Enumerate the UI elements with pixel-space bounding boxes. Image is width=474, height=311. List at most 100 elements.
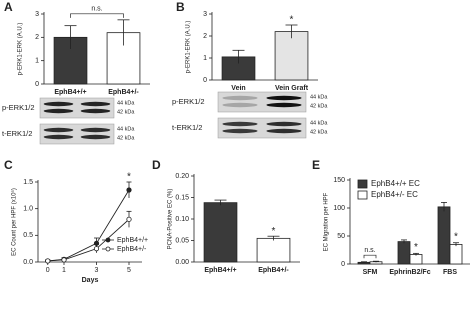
blot-marker: 44 kDa xyxy=(310,94,328,100)
x-tick-label: Vein xyxy=(231,85,245,92)
y-tick-label: 0.15 xyxy=(175,194,189,201)
y-axis-label: p-ERK1-ERK (A.U.) xyxy=(186,21,192,74)
annotation: * xyxy=(454,231,458,242)
annotation: * xyxy=(272,226,276,237)
x-tick-label: FBS xyxy=(443,269,457,276)
bar xyxy=(437,206,451,265)
x-tick-label: EphrinB2/Fc xyxy=(389,269,430,276)
blot-band xyxy=(43,127,74,133)
blot-row-label: p-ERK1/2 xyxy=(2,103,35,112)
blot-band xyxy=(80,127,111,133)
y-tick-label: 0.0 xyxy=(23,259,33,266)
panel-letter: E xyxy=(312,158,320,172)
blot-band xyxy=(43,101,74,107)
bar xyxy=(203,202,238,263)
point xyxy=(126,216,132,222)
y-tick-label: 0 xyxy=(203,77,207,84)
panel-letter: A xyxy=(4,0,13,14)
panel-letter: B xyxy=(176,0,185,14)
legend-label: EphB4+/+ xyxy=(117,237,148,244)
blot-marker: 42 kDa xyxy=(117,109,135,115)
bar xyxy=(256,237,291,263)
bar xyxy=(409,254,423,265)
y-tick-label: 0.00 xyxy=(175,259,189,266)
y-tick-label: 2 xyxy=(35,34,39,41)
bar xyxy=(274,31,309,81)
y-tick-label: 0 xyxy=(35,81,39,88)
blot-band xyxy=(80,108,111,114)
y-tick-label: 0.20 xyxy=(175,173,189,180)
y-tick-label: 1 xyxy=(203,55,207,62)
x-axis-label: Days xyxy=(82,277,99,284)
y-tick-label: 150 xyxy=(333,177,345,184)
blot-strip xyxy=(39,97,115,119)
series-line xyxy=(47,218,130,262)
legend-label: EphB4+/- EC xyxy=(371,190,418,199)
y-tick-label: 0.10 xyxy=(175,216,189,223)
blot-strip xyxy=(39,123,115,145)
x-tick-label: 1 xyxy=(62,267,66,274)
x-tick-label: 3 xyxy=(95,267,99,274)
blot-band xyxy=(222,128,258,134)
legend-label: EphB4+/- xyxy=(117,246,147,253)
blot-marker: 44 kDa xyxy=(117,100,135,106)
y-tick-label: 1.5 xyxy=(23,179,33,186)
y-tick-label: 1 xyxy=(35,58,39,65)
annotation: n.s. xyxy=(91,6,102,13)
blot-band xyxy=(266,95,302,101)
blot-strip xyxy=(217,91,307,113)
blot-row-label: t-ERK1/2 xyxy=(2,129,32,138)
legend-swatch xyxy=(357,179,368,189)
blot-row-label: p-ERK1/2 xyxy=(172,97,205,106)
x-tick-label: 0 xyxy=(46,267,50,274)
blot-band xyxy=(43,108,74,114)
blot-marker: 44 kDa xyxy=(310,120,328,126)
x-tick-label: EphB4+/+ xyxy=(204,267,236,274)
annotation: * xyxy=(290,15,294,26)
y-axis-label: PCNA-Positive EC (%) xyxy=(168,189,174,250)
y-tick-label: 50 xyxy=(337,233,345,240)
x-tick-label: EphB4+/+ xyxy=(54,89,86,96)
x-tick-label: EphB4+/- xyxy=(258,267,289,274)
blot-marker: 44 kDa xyxy=(117,126,135,132)
panel-letter: C xyxy=(4,158,13,172)
y-tick-label: 0.5 xyxy=(23,232,33,239)
legend-swatch xyxy=(357,190,368,200)
y-tick-label: 100 xyxy=(333,205,345,212)
x-tick-label: 5 xyxy=(127,267,131,274)
point xyxy=(93,246,100,252)
point xyxy=(126,187,132,193)
blot-band xyxy=(222,95,258,101)
y-axis-label: EC Migration per HPF xyxy=(324,192,330,251)
annotation: * xyxy=(127,172,131,183)
y-tick-label: 3 xyxy=(35,11,39,18)
bar xyxy=(397,241,411,265)
y-tick-label: 0.05 xyxy=(175,237,189,244)
y-tick-label: 3 xyxy=(203,11,207,18)
blot-marker: 42 kDa xyxy=(310,103,328,109)
x-tick-label: EphB4+/- xyxy=(108,89,139,96)
panel-letter: D xyxy=(152,158,161,172)
x-tick-label: Vein Graft xyxy=(275,85,309,92)
y-axis-label: p-ERK1-ERK (A.U.) xyxy=(18,23,24,76)
blot-strip xyxy=(217,117,307,139)
blot-band xyxy=(43,134,74,140)
y-tick-label: 0 xyxy=(341,261,345,268)
blot-band xyxy=(266,121,302,127)
annotation: n.s. xyxy=(364,247,375,254)
blot-band xyxy=(222,121,258,127)
legend-marker xyxy=(105,246,111,252)
blot-band xyxy=(266,128,302,134)
x-tick-label: SFM xyxy=(363,269,378,276)
bar xyxy=(449,243,463,265)
blot-marker: 42 kDa xyxy=(117,135,135,141)
y-tick-label: 1.0 xyxy=(23,206,33,213)
point xyxy=(45,258,51,264)
legend-label: EphB4+/+ EC xyxy=(371,179,420,188)
y-axis-label: EC Count per HPF (x10⁵) xyxy=(11,188,18,256)
significance-bracket xyxy=(363,254,377,259)
y-tick-label: 2 xyxy=(203,33,207,40)
blot-band xyxy=(80,101,111,107)
blot-band xyxy=(80,134,111,140)
blot-band xyxy=(222,102,258,108)
